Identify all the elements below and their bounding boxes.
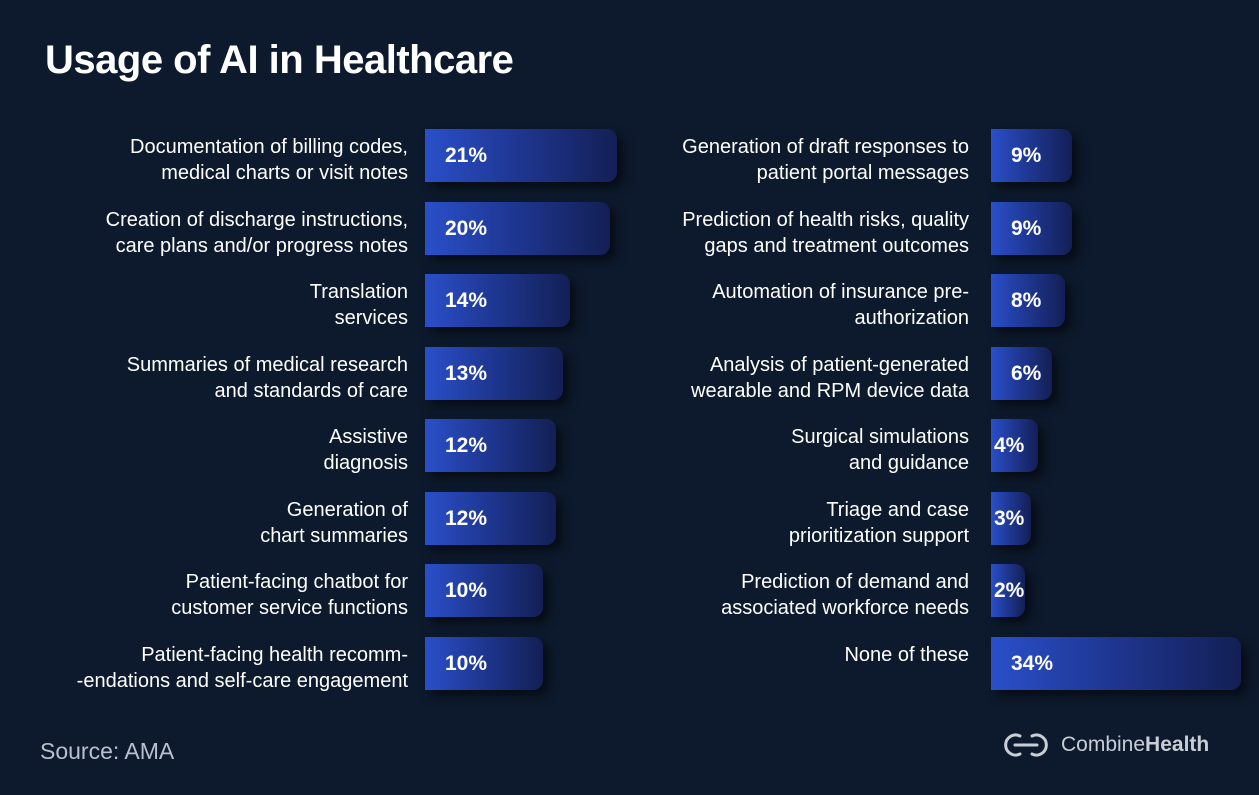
bar: 6% [991,346,1052,400]
bar-row: Triage and case prioritization support 3% [630,491,1259,547]
bar-row: Translation services 14% [0,274,630,329]
bar-row: Patient-facing health recomm- -endations… [0,636,630,692]
bar: 34% [991,636,1241,690]
category-label: Summaries of medical research and standa… [126,353,408,402]
bar-row: Prediction of health risks, quality gaps… [630,201,1259,257]
bar: 3% [991,491,1032,545]
value-label: 13% [445,361,488,385]
category-label: Automation of insurance pre- authorizati… [712,281,969,329]
source-note: Source: AMA [40,738,175,764]
bar: 9% [991,129,1072,182]
bar-row: Patient-facing chatbot for customer serv… [0,564,630,619]
bar: 4% [991,419,1038,472]
category-label: Generation of draft responses to patient… [682,136,969,184]
chart-title: Usage of AI in Healthcare [45,38,514,82]
category-label: Assistive diagnosis [323,426,408,474]
value-label: 12% [445,506,488,530]
value-label: 9% [1011,216,1042,240]
category-label: Patient-facing health recomm- -endations… [76,643,408,692]
bar: 21% [425,129,617,182]
category-label: Translation services [309,281,408,329]
category-label: Prediction of demand and associated work… [721,571,969,619]
brand-logo: CombineHealth [1003,730,1209,760]
value-label: 10% [445,579,488,602]
category-label: Documentation of billing codes, medical … [130,136,408,184]
category-label: None of these [844,643,969,666]
brand-name: CombineHealth [1061,733,1210,756]
bar: 14% [425,274,570,327]
bar-row: Automation of insurance pre- authorizati… [630,274,1259,329]
bar-row: Summaries of medical research and standa… [0,346,630,402]
bar-row: Creation of discharge instructions, care… [0,201,630,257]
bar-row: Analysis of patient-generated wearable a… [630,346,1259,402]
value-label: 8% [1011,289,1042,312]
value-label: 9% [1011,144,1042,167]
bar: 10% [425,636,543,690]
value-label: 6% [1011,361,1042,385]
value-label: 3% [994,506,1025,530]
category-label: Prediction of health risks, quality gaps… [682,208,969,257]
value-label: 14% [445,289,488,312]
bar: 12% [425,491,556,545]
bar: 20% [425,201,610,255]
bar: 2% [991,564,1025,617]
bar-row: Prediction of demand and associated work… [630,564,1259,619]
combinehealth-logo-icon [1004,733,1048,757]
bar-row: Generation of draft responses to patient… [630,129,1259,184]
bar-row: Generation of chart summaries 12% [0,491,630,547]
bar: 12% [425,419,556,472]
value-label: 12% [445,434,488,457]
value-label: 2% [994,579,1025,602]
category-label: Creation of discharge instructions, care… [105,208,408,257]
bar-row: None of these 34% [630,636,1259,691]
bar-row: Assistive diagnosis 12% [0,419,630,474]
bar: 8% [991,274,1065,327]
value-label: 21% [445,144,488,167]
value-label: 34% [1011,651,1054,675]
category-label: Generation of chart summaries [260,498,408,547]
value-label: 10% [445,651,488,675]
category-label: Analysis of patient-generated wearable a… [691,353,969,402]
category-label: Patient-facing chatbot for customer serv… [171,571,408,619]
bar: 13% [425,346,563,400]
value-label: 4% [994,434,1025,457]
category-label: Triage and case prioritization support [788,498,969,547]
category-label: Surgical simulations and guidance [791,426,969,474]
value-label: 20% [445,216,488,240]
bar: 9% [991,201,1072,255]
bar-row: Documentation of billing codes, medical … [0,129,630,184]
bar: 10% [425,564,543,617]
bar-row: Surgical simulations and guidance 4% [630,419,1259,474]
